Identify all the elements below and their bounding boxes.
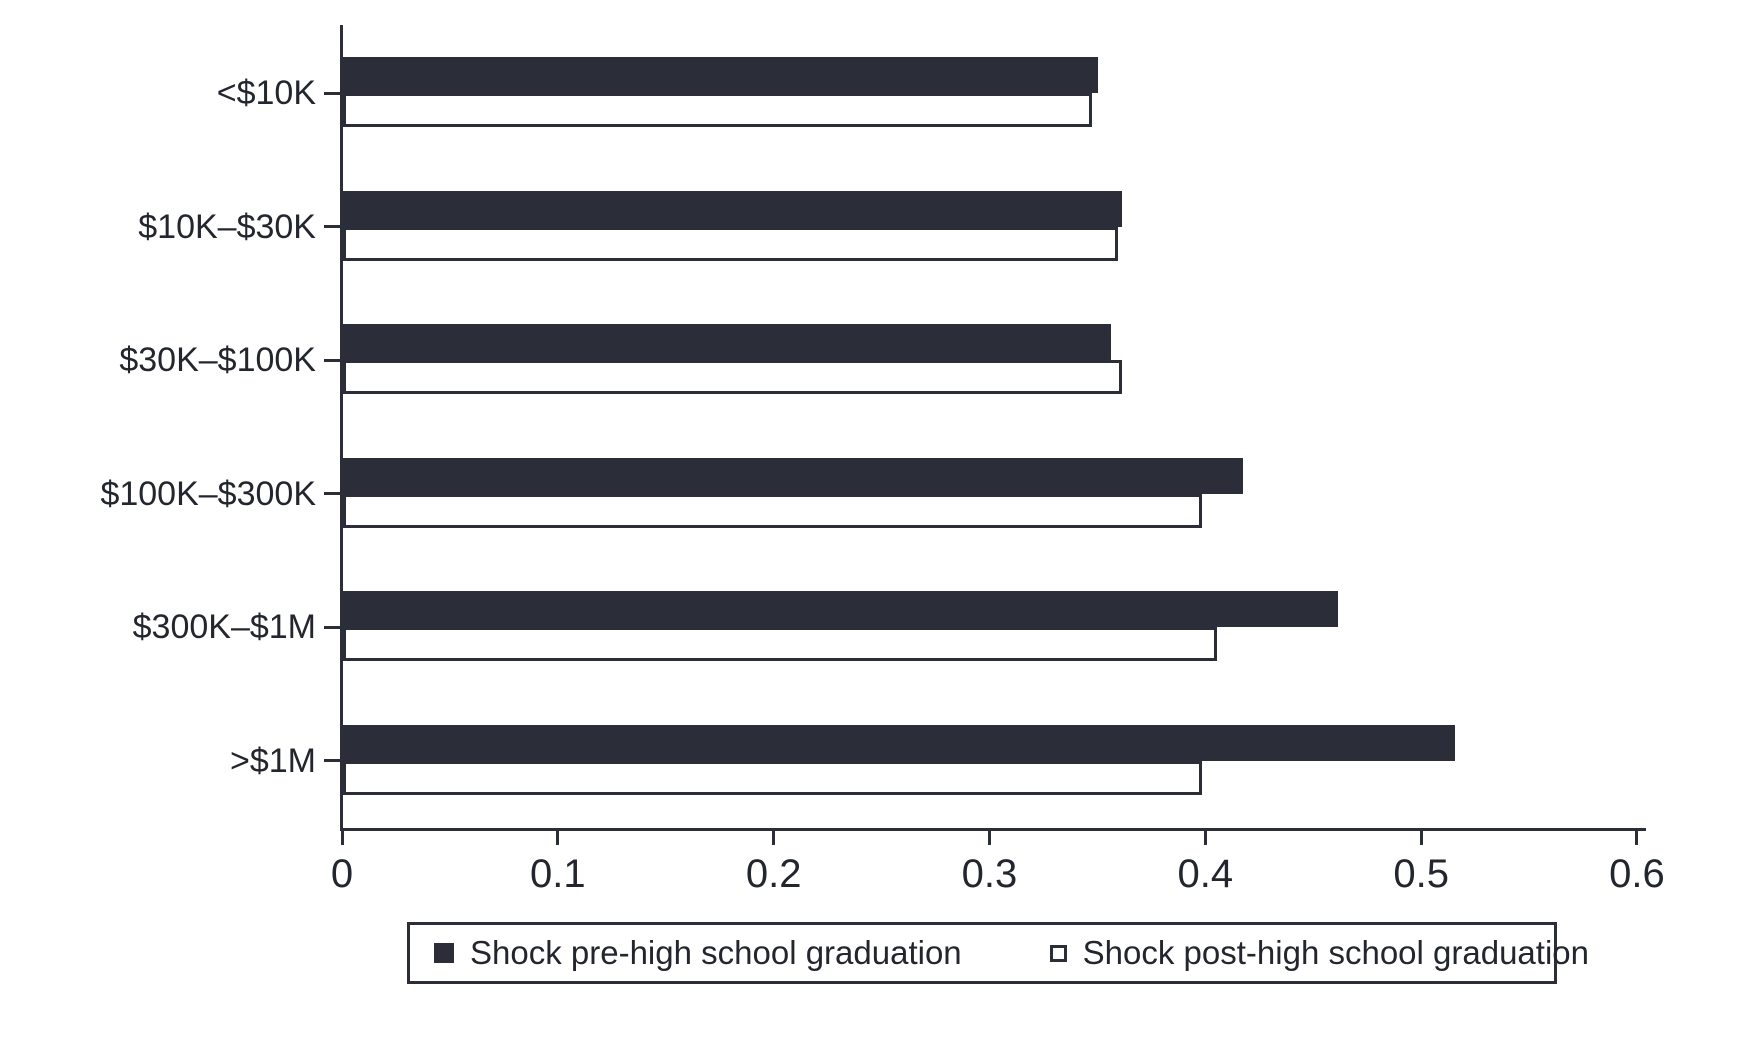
legend-label-post: Shock post-high school graduation	[1082, 934, 1589, 971]
bar-pre-1	[343, 57, 1098, 93]
category-label: $100K–$300K	[100, 474, 316, 513]
x-tick-label: 0.1	[530, 852, 586, 896]
y-axis-tick	[324, 492, 342, 495]
y-axis-tick	[324, 225, 342, 228]
x-tick-label: 0.2	[745, 852, 802, 896]
y-axis-tick	[324, 759, 342, 762]
x-tick-label: 0.4	[1177, 852, 1234, 896]
category-label: <$10K	[216, 74, 316, 112]
x-axis-tick	[772, 831, 776, 845]
legend-item-pre: Shock pre-high school graduation	[434, 934, 962, 972]
category-label: >$1M	[230, 741, 316, 780]
bar-pre-3	[343, 324, 1111, 360]
bar-post-2	[343, 226, 1118, 261]
bar-pre-4	[343, 457, 1243, 494]
x-axis-tick	[1203, 831, 1207, 845]
legend-marker-filled-square-icon	[434, 943, 454, 963]
x-axis-tick	[1419, 831, 1423, 845]
legend-label-pre: Shock pre-high school graduation	[470, 934, 962, 971]
x-axis-line	[340, 828, 1646, 831]
bar-post-5	[343, 627, 1217, 661]
x-axis-tick	[340, 831, 344, 845]
y-axis-tick	[324, 625, 342, 629]
bar-post-6	[343, 760, 1202, 795]
bar-post-1	[343, 93, 1092, 127]
category-label: $30K–$100K	[119, 341, 316, 379]
legend-marker-hollow-square-icon	[1049, 944, 1067, 962]
bar-post-3	[343, 360, 1122, 394]
legend: Shock pre-high school graduation Shock p…	[407, 922, 1589, 984]
x-tick-label: 0.3	[961, 852, 1018, 896]
bar-pre-6	[343, 724, 1455, 761]
bar-pre-5	[343, 591, 1338, 627]
x-tick-label: 0.5	[1393, 852, 1449, 896]
y-axis-line	[340, 25, 343, 831]
category-label: $300K–$1M	[132, 608, 316, 646]
x-tick-label: 0.6	[1609, 852, 1665, 896]
bar-pre-2	[343, 190, 1122, 227]
x-tick-label: 0	[330, 852, 354, 896]
category-label: $10K–$30K	[138, 207, 316, 246]
y-axis-tick	[324, 91, 342, 95]
x-axis-tick	[987, 831, 991, 845]
legend-item-post: Shock post-high school graduation	[1049, 934, 1589, 972]
x-axis-tick	[556, 831, 560, 845]
y-axis-tick	[324, 358, 342, 362]
bar-post-4	[343, 493, 1202, 528]
x-axis-tick	[1635, 831, 1639, 845]
